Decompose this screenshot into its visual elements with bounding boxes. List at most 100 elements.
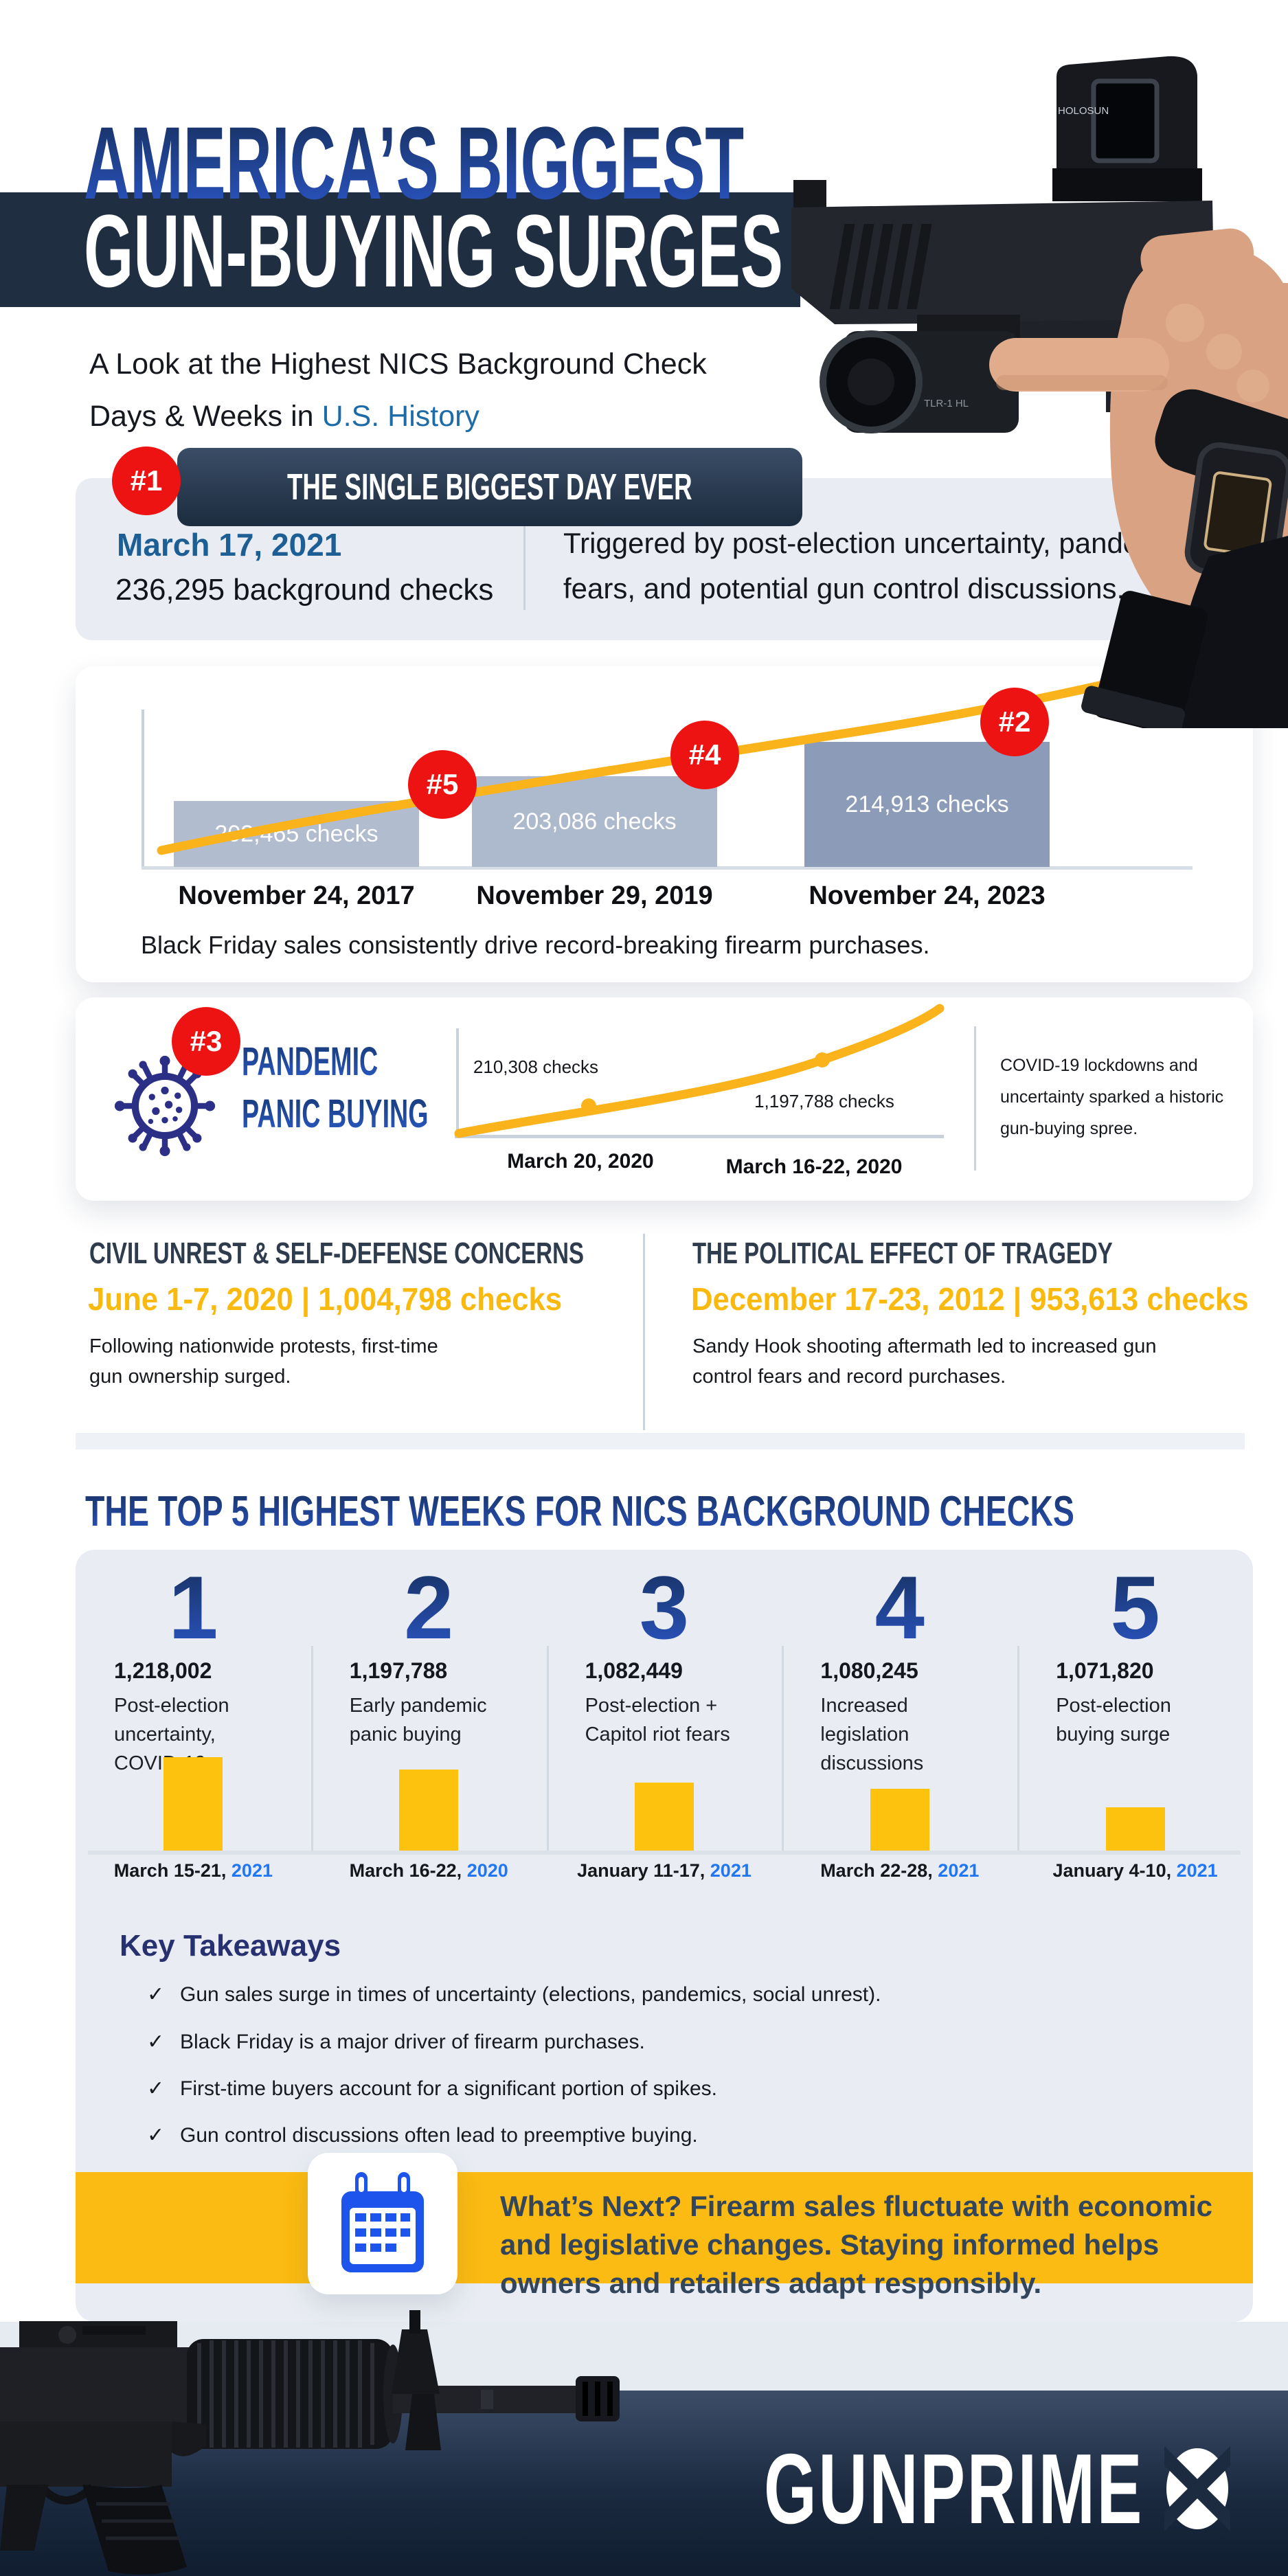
- key-takeaways-title: Key Takeaways: [120, 1929, 341, 1963]
- civil-unrest-title: CIVIL UNREST & SELF-DEFENSE CONCERNS: [89, 1236, 584, 1270]
- check-icon: ✓: [147, 2077, 165, 2100]
- top5-value-2: 1,197,788: [349, 1658, 448, 1683]
- bf-caption: Black Friday sales consistently drive re…: [141, 931, 930, 959]
- column-divider: [310, 1646, 313, 1852]
- top5-date-5: January 4-10, 2021: [1017, 1860, 1253, 1882]
- top5-bar-4: [870, 1789, 929, 1851]
- events-divider: [643, 1234, 645, 1430]
- main-title-line2: GUN-BUYING SURGES: [84, 193, 783, 308]
- bf-bar-2019-label: 203,086 checks: [512, 808, 677, 835]
- weapon-light-icon: TLR-1 HL: [820, 315, 1020, 433]
- banner-text: What’s Next? Firearm sales fluctuate wit…: [500, 2190, 1213, 2299]
- date-range: January 11-17,: [577, 1860, 705, 1881]
- date-year: 2020: [466, 1860, 508, 1881]
- takeaway-text: Gun sales surge in times of uncertainty …: [180, 1983, 881, 2006]
- bf-bar-2023-label: 214,913 checks: [845, 791, 1009, 817]
- footer-logo: GUNPRIME: [764, 2437, 1231, 2540]
- top5-dates-row: March 15-21, 2021 March 16-22, 2020 Janu…: [76, 1860, 1253, 1882]
- calendar-card: [308, 2153, 457, 2294]
- section1-header-pill: THE SINGLE BIGGEST DAY EVER: [177, 448, 802, 526]
- pd-point1-value: 210,308 checks: [473, 1057, 599, 1077]
- rank-badge-5: #5: [408, 750, 477, 819]
- top5-rank-3: 3: [547, 1559, 782, 1656]
- section1-value: 236,295 background checks: [115, 573, 494, 607]
- top5-column-2: 2 1,197,788 Early pandemic panic buying: [310, 1550, 547, 1853]
- top5-columns: 1 1,218,002 Post-election uncertainty, C…: [76, 1550, 1253, 1853]
- bf-date-2019: November 29, 2019: [476, 881, 713, 910]
- top5-desc-3: Post-election + Capitol riot fears: [585, 1695, 730, 1745]
- top5-column-3: 3 1,082,449 Post-election + Capitol riot…: [546, 1550, 782, 1853]
- takeaway-item-2: ✓ Black Friday is a major driver of firea…: [147, 2030, 645, 2054]
- check-icon: ✓: [147, 2124, 165, 2147]
- takeaway-text: First-time buyers account for a signific…: [180, 2077, 717, 2100]
- check-icon: ✓: [147, 1983, 165, 2006]
- pd-desc: COVID-19 lockdowns and uncertainty spark…: [1000, 1056, 1224, 1138]
- section1-title: THE SINGLE BIGGEST DAY EVER: [287, 466, 692, 508]
- top5-column-1: 1 1,218,002 Post-election uncertainty, C…: [76, 1550, 311, 1853]
- whats-next-banner: What’s Next? Firearm sales fluctuate wit…: [76, 2153, 1253, 2299]
- takeaway-item-1: ✓ Gun sales surge in times of uncertainty…: [147, 1982, 881, 2007]
- top5-date-2: March 16-22, 2020: [311, 1860, 547, 1882]
- top5-bar-2: [399, 1770, 459, 1851]
- pd-y-axis: [456, 1028, 459, 1138]
- tragedy-title: THE POLITICAL EFFECT OF TRAGEDY: [692, 1236, 1113, 1270]
- bf-y-axis: [142, 710, 144, 868]
- top5-card: 1 1,218,002 Post-election uncertainty, C…: [76, 1550, 1253, 2322]
- pd-baseline: [455, 1135, 944, 1138]
- title-band: [0, 192, 800, 307]
- civil-unrest-stat: June 1-7, 2020 | 1,004,798 checks: [88, 1281, 563, 1317]
- subtitle-line1: A Look at the Highest NICS Background Ch…: [89, 348, 707, 381]
- top5-rank-4: 4: [782, 1559, 1017, 1656]
- takeaway-item-4: ✓ Gun control discussions often lead to p…: [147, 2123, 698, 2147]
- bf-date-2023: November 24, 2023: [809, 881, 1046, 910]
- light-brand-label: TLR-1 HL: [924, 398, 969, 409]
- bf-bar-2023: 214,913 checks: [804, 742, 1050, 867]
- bf-bar-2017: 202,465 checks: [174, 801, 419, 867]
- main-title-line1: AMERICA’S BIGGEST: [84, 105, 745, 221]
- top5-rank-5: 5: [1017, 1559, 1253, 1656]
- column-divider: [782, 1646, 784, 1852]
- date-year: 2021: [231, 1860, 273, 1881]
- top5-date-4: March 22-28, 2021: [782, 1860, 1017, 1882]
- footer-logo-reticle-icon: [1164, 2445, 1231, 2532]
- subtitle: A Look at the Highest NICS Background Ch…: [89, 338, 707, 442]
- date-year: 2021: [1176, 1860, 1218, 1881]
- section1-date: March 17, 2021: [117, 527, 342, 563]
- date-year: 2021: [938, 1860, 980, 1881]
- rank-badge-3: #3: [172, 1007, 240, 1076]
- date-range: March 15-21,: [113, 1860, 227, 1881]
- top5-desc-5: Post-election buying surge: [1056, 1695, 1171, 1745]
- bf-date-2017: November 24, 2017: [178, 881, 415, 910]
- pd-point2-date: March 16-22, 2020: [725, 1155, 903, 1178]
- civil-unrest-body: Following nationwide protests, first-tim…: [89, 1335, 438, 1388]
- sight-brand-label: HOLOSUN: [1058, 105, 1109, 117]
- pd-point2-value: 1,197,788 checks: [754, 1091, 894, 1111]
- top5-column-5: 5 1,071,820 Post-election buying surge: [1017, 1550, 1253, 1853]
- subtitle-highlight: U.S. History: [321, 400, 479, 433]
- bf-baseline: [142, 866, 1193, 870]
- red-dot-sight-icon: HOLOSUN: [1052, 56, 1202, 201]
- column-divider: [1017, 1646, 1020, 1852]
- blackfriday-card: 202,465 checks 203,086 checks 214,913 ch…: [76, 666, 1253, 982]
- pistol-photo: HOLOSUN TLR-1 HL: [791, 56, 1288, 728]
- pistol-slide-icon: [791, 180, 1214, 324]
- pd-point-2: [815, 1052, 830, 1067]
- top5-value-3: 1,082,449: [585, 1658, 683, 1683]
- rank-badge-4: #4: [670, 721, 739, 789]
- top5-desc-2: Early pandemic panic buying: [349, 1695, 487, 1745]
- top5-desc-4: Increased legislation discussions: [820, 1695, 924, 1774]
- takeaway-text: Gun control discussions often lead to pr…: [180, 2124, 698, 2147]
- pandemic-card: #3 PANDEMIC PANIC BUYING 210,308 checks …: [76, 997, 1253, 1201]
- date-range: January 4-10,: [1052, 1860, 1172, 1881]
- rank-badge-2: #2: [980, 688, 1049, 756]
- top5-bar-5: [1105, 1807, 1165, 1851]
- takeaway-text: Black Friday is a major driver of firear…: [180, 2031, 645, 2053]
- pd-point1-date: March 20, 2020: [507, 1150, 654, 1173]
- check-icon: ✓: [147, 2031, 165, 2053]
- tragedy-stat: December 17-23, 2012 | 953,613 checks: [691, 1281, 1249, 1317]
- section-separator: [76, 1433, 1245, 1449]
- top5-bar-1: [163, 1757, 223, 1851]
- pd-divider: [974, 1026, 976, 1171]
- pd-line-chart: [454, 1004, 945, 1138]
